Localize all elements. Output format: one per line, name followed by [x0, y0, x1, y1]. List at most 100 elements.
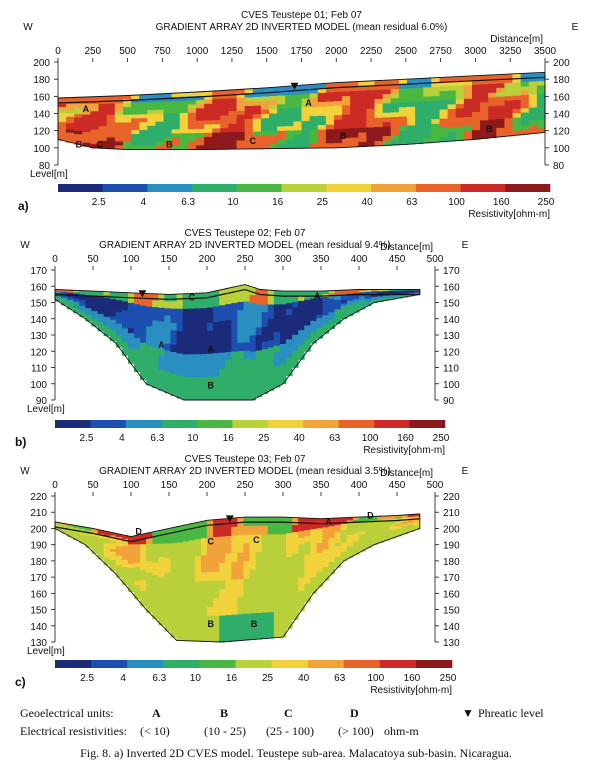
- section-cell: [352, 299, 360, 302]
- section-cell: [365, 301, 372, 303]
- section-cell: [90, 136, 99, 142]
- section-cell: [176, 624, 184, 633]
- section-cell: [365, 518, 372, 522]
- section-cell: [97, 546, 105, 550]
- section-cell: [389, 290, 396, 292]
- section-cell: [140, 554, 147, 561]
- section-cell: [371, 300, 378, 302]
- section-cell: [382, 126, 392, 132]
- y-tick-label-right: 170: [443, 266, 460, 277]
- section-cell: [304, 566, 311, 573]
- section-cell: [121, 563, 129, 568]
- section-cell: [279, 304, 287, 312]
- section-cell: [109, 323, 117, 328]
- section-cell: [79, 527, 86, 530]
- section-cell: [231, 335, 238, 344]
- section-cell: [155, 121, 164, 127]
- phreatic-marker-icon: [225, 515, 234, 523]
- section-cell: [131, 118, 140, 123]
- unit-label: B: [208, 619, 215, 629]
- section-cell: [55, 292, 62, 295]
- section-cell: [67, 296, 74, 299]
- section-cell: [55, 297, 62, 299]
- section-cell: [236, 140, 246, 146]
- section-cell: [390, 121, 400, 127]
- section-cell: [261, 577, 269, 587]
- section-cell: [127, 323, 135, 329]
- section-cell: [520, 95, 530, 100]
- section-cell: [244, 106, 254, 111]
- section-cell: [152, 581, 159, 588]
- section-cell: [292, 597, 299, 606]
- section-cell: [407, 139, 416, 145]
- section-cell: [219, 336, 226, 346]
- east-label: E: [572, 22, 579, 33]
- section-cell: [97, 325, 105, 329]
- section-cell: [377, 529, 384, 532]
- section-cell: [231, 286, 238, 296]
- section-cell: [439, 91, 448, 97]
- section-cell: [365, 290, 372, 293]
- section-cell: [207, 315, 214, 324]
- section-cell: [85, 314, 92, 318]
- section-cell: [158, 604, 165, 612]
- section-cell: [228, 132, 237, 137]
- colorbar-tick-label: 160: [493, 197, 510, 208]
- section-cell: [261, 586, 269, 596]
- section-cell: [383, 521, 390, 524]
- section-cell: [194, 590, 202, 600]
- section-cell: [334, 302, 342, 306]
- section-cell: [194, 377, 202, 386]
- section-cell: [237, 310, 244, 319]
- section-cell: [103, 316, 111, 321]
- section-cell: [187, 125, 197, 130]
- section-cell: [134, 354, 141, 361]
- section-cell: [340, 557, 348, 562]
- section-cell: [187, 145, 197, 150]
- section-cell: [90, 118, 99, 123]
- section-cell: [273, 585, 281, 595]
- section-cell: [374, 94, 384, 100]
- section-cell: [212, 136, 221, 142]
- section-cell: [121, 535, 129, 540]
- section-cell: [520, 103, 530, 109]
- section-cell: [371, 297, 378, 300]
- panel-3: [54, 513, 421, 643]
- section-cell: [225, 336, 232, 345]
- section-cell: [249, 552, 257, 562]
- section-cell: [146, 332, 153, 340]
- section-cell: [155, 129, 164, 135]
- colorbar-tick-label: 10: [187, 433, 199, 444]
- section-cell: [140, 549, 147, 555]
- section-cell: [67, 527, 74, 530]
- section-cell: [413, 520, 421, 523]
- section-cell: [122, 110, 132, 116]
- section-cell: [346, 534, 354, 538]
- section-cell: [146, 365, 153, 373]
- section-cell: [504, 96, 513, 102]
- section-cell: [244, 123, 254, 128]
- section-cell: [171, 125, 181, 130]
- section-cell: [91, 293, 98, 297]
- section-cell: [390, 89, 400, 95]
- section-cell: [158, 383, 165, 391]
- section-cell: [261, 525, 269, 535]
- unit-label: A: [83, 104, 90, 114]
- colorbar-swatch: [127, 660, 164, 668]
- section-cell: [187, 92, 197, 97]
- x-tick-label: 500: [119, 46, 136, 57]
- section-cell: [352, 525, 360, 529]
- section-cell: [236, 89, 246, 95]
- section-cell: [255, 289, 263, 298]
- section-cell: [90, 133, 99, 138]
- section-cell: [61, 523, 68, 525]
- section-cell: [447, 108, 457, 114]
- section-cell: [317, 143, 327, 149]
- section-cell: [322, 296, 329, 301]
- section-cell: [528, 90, 538, 95]
- section-cell: [390, 103, 400, 109]
- section-cell: [439, 118, 448, 124]
- colorbar-swatch: [125, 420, 162, 428]
- section-cell: [85, 533, 92, 536]
- section-cell: [207, 580, 214, 590]
